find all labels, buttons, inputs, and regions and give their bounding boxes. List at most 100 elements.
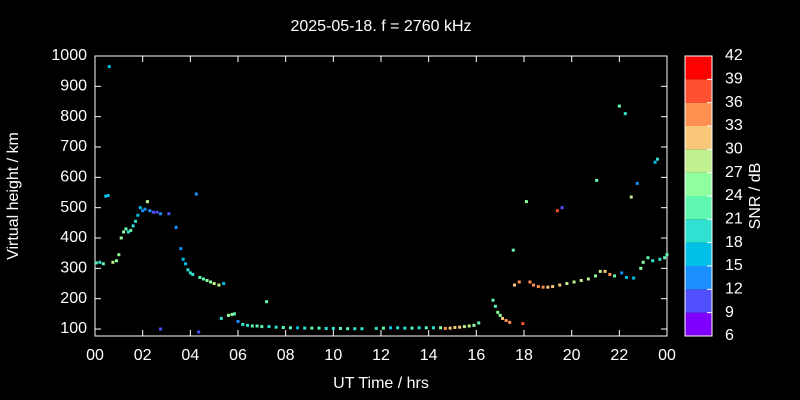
point <box>145 200 149 204</box>
colorbar-tick-label: 15 <box>725 257 743 274</box>
x-tick-label: 16 <box>467 347 485 364</box>
point <box>653 160 657 164</box>
colorbar-band <box>685 266 712 290</box>
point <box>296 326 300 330</box>
colorbar-band <box>685 56 712 80</box>
point <box>98 260 102 264</box>
x-tick-label: 14 <box>420 347 438 364</box>
colorbar-tick-label: 30 <box>725 141 743 158</box>
point <box>122 230 126 234</box>
point <box>620 271 624 275</box>
point <box>439 326 443 330</box>
point <box>181 257 185 261</box>
point <box>511 248 515 252</box>
colorbar-tick-label: 18 <box>725 234 743 251</box>
point <box>159 327 163 331</box>
point <box>572 280 576 284</box>
point <box>528 280 532 284</box>
colorbar-tick-label: 12 <box>725 281 743 298</box>
point <box>594 274 597 278</box>
point <box>558 283 562 287</box>
point <box>655 157 659 161</box>
point <box>191 272 195 276</box>
point <box>274 325 278 329</box>
x-tick-label: 20 <box>563 347 581 364</box>
point <box>617 104 621 108</box>
point <box>374 326 378 330</box>
point <box>496 310 500 314</box>
point <box>443 326 447 330</box>
point <box>639 266 643 270</box>
point <box>501 316 505 320</box>
point <box>508 320 512 324</box>
point <box>560 206 564 210</box>
point <box>143 207 147 211</box>
point <box>148 209 152 213</box>
colorbar-tick-label: 24 <box>725 187 743 204</box>
point <box>159 212 163 216</box>
x-tick-label: 00 <box>86 347 104 364</box>
point <box>232 312 236 316</box>
colorbar-tick-label: 27 <box>725 164 743 181</box>
point <box>579 278 583 282</box>
point <box>101 262 105 266</box>
point <box>134 219 138 223</box>
point <box>498 313 502 317</box>
point <box>389 326 393 330</box>
point <box>635 181 639 185</box>
point <box>317 326 321 330</box>
y-tick-label: 300 <box>60 260 87 277</box>
y-tick-label: 600 <box>60 169 87 186</box>
point <box>126 230 130 234</box>
colorbar-tick-label: 6 <box>725 327 734 344</box>
point <box>629 195 633 199</box>
colorbar-label: SNR / dB <box>747 163 764 230</box>
point <box>624 275 628 279</box>
x-tick-label: 02 <box>134 347 152 364</box>
point <box>353 327 357 331</box>
point <box>410 326 414 330</box>
point <box>491 298 495 302</box>
x-tick-label: 18 <box>515 347 533 364</box>
point <box>608 272 612 276</box>
point <box>281 326 285 330</box>
point <box>504 319 508 323</box>
point <box>360 327 364 331</box>
point <box>493 304 497 308</box>
colorbar-band <box>685 289 712 313</box>
point <box>417 326 421 330</box>
point <box>119 236 123 240</box>
chart-title: 2025-05-18. f = 2760 kHz <box>290 18 471 35</box>
point <box>219 316 223 320</box>
point <box>136 213 140 217</box>
point <box>541 285 545 289</box>
y-tick-label: 900 <box>60 78 87 95</box>
point <box>403 326 407 330</box>
y-tick-label: 200 <box>60 290 87 307</box>
point <box>141 209 145 213</box>
x-tick-label: 22 <box>610 347 628 364</box>
y-tick-label: 800 <box>60 108 87 125</box>
colorbar-band <box>685 242 712 266</box>
point <box>598 269 602 273</box>
point <box>565 282 569 286</box>
x-tick-label: 04 <box>181 347 199 364</box>
point <box>260 325 264 329</box>
point <box>236 319 240 323</box>
y-tick-label: 500 <box>60 199 87 216</box>
point <box>396 326 400 330</box>
point <box>201 277 205 281</box>
point <box>124 227 128 231</box>
colorbar-band <box>685 219 712 243</box>
point <box>651 259 655 263</box>
point <box>658 257 662 261</box>
colorbar-tick-label: 33 <box>725 117 743 134</box>
point <box>462 325 466 329</box>
colorbar-tick-label: 36 <box>725 94 743 111</box>
point <box>521 322 525 326</box>
colorbar-band <box>685 79 712 103</box>
point <box>197 330 201 334</box>
point <box>94 261 98 265</box>
point <box>324 326 328 330</box>
